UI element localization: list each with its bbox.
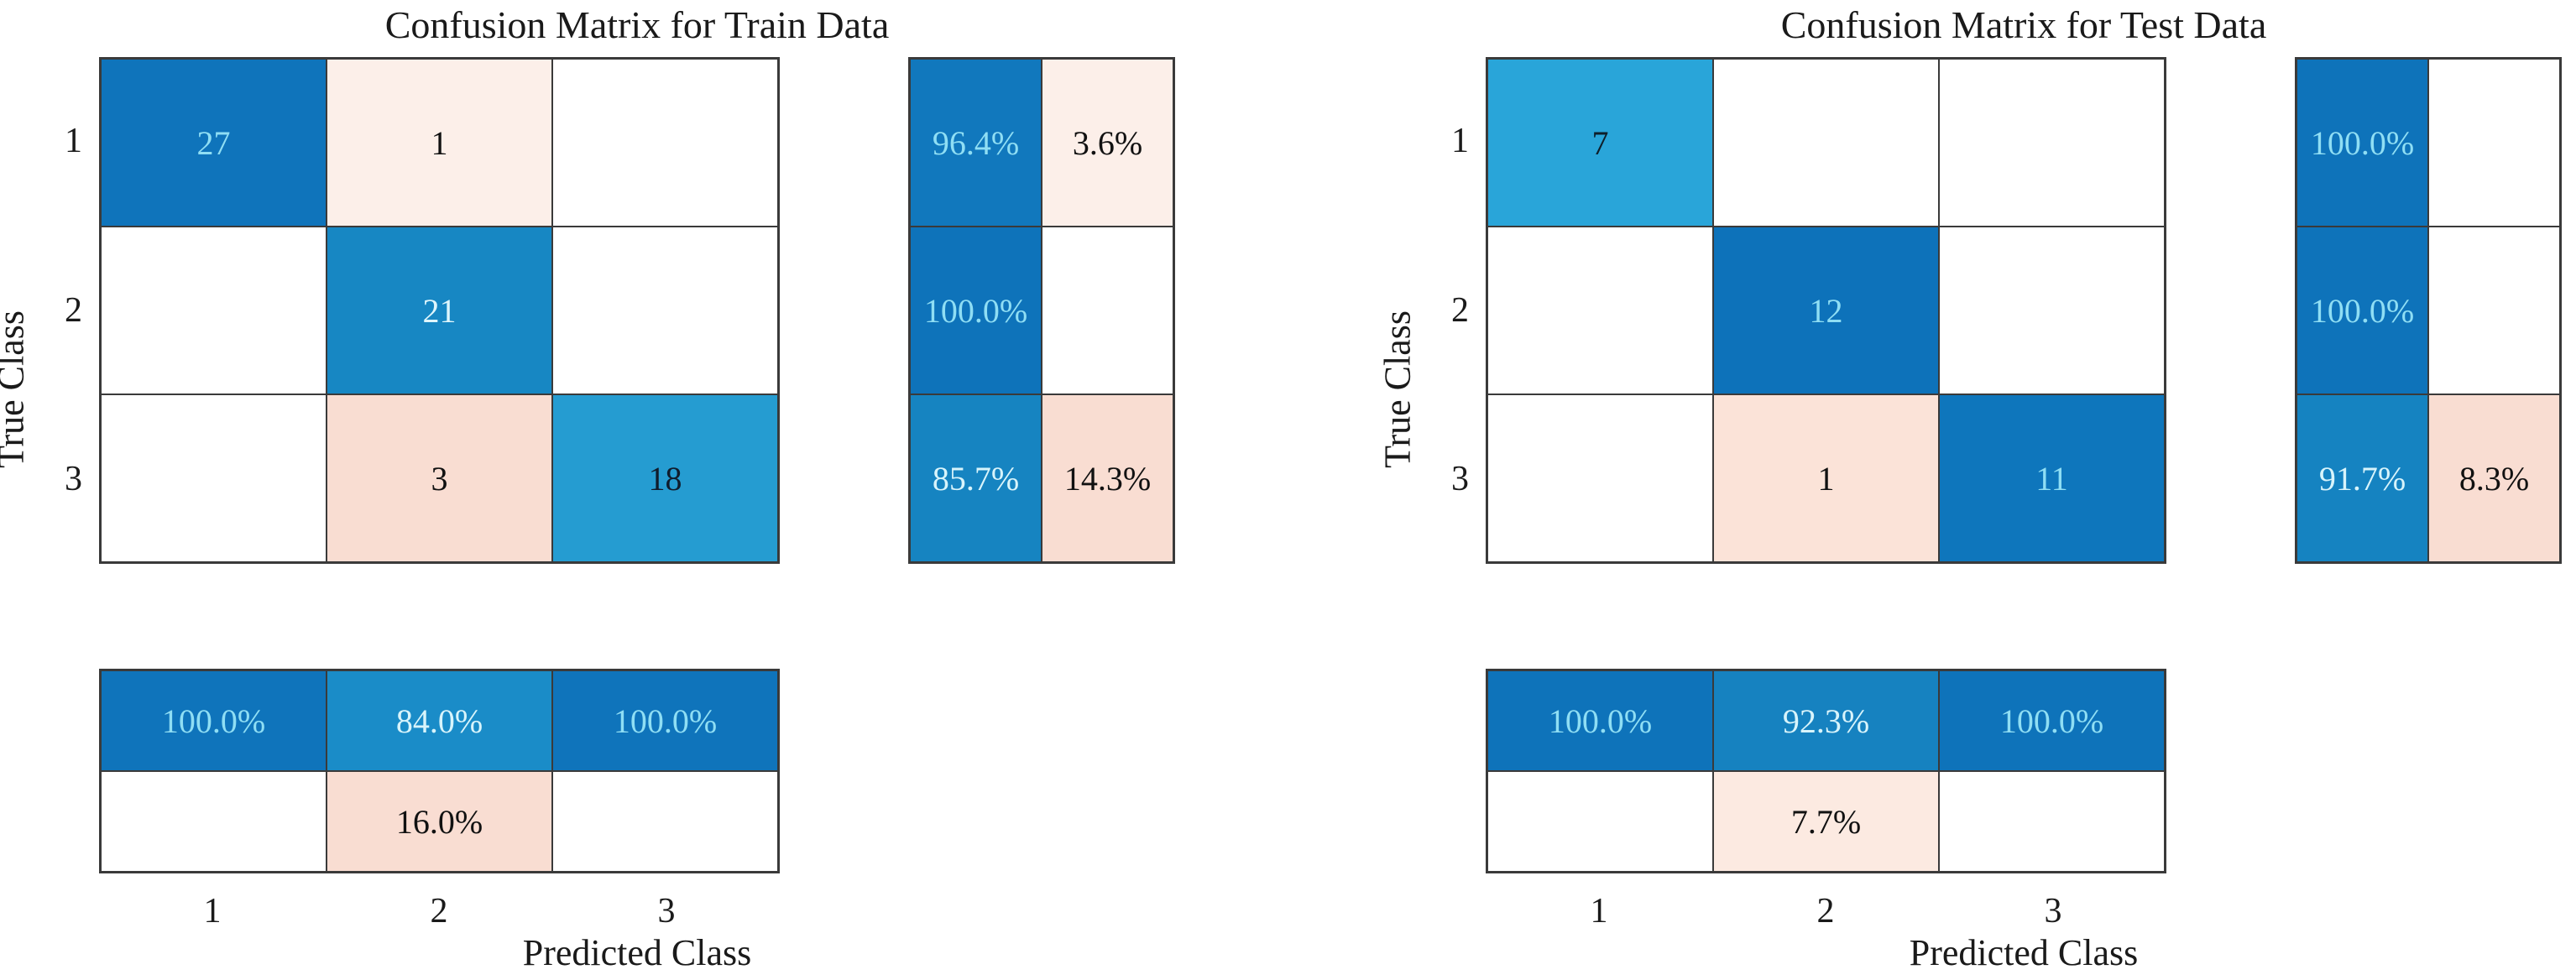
summary-cell: 100.0% [101, 670, 327, 771]
confusion-matrix-grid: 7 12 1 11 [1486, 57, 2166, 564]
y-axis-label-text: True Class [1377, 310, 1418, 468]
matrix-cell [1487, 394, 1713, 562]
matrix-cell: 18 [552, 394, 778, 562]
matrix-cell: 11 [1939, 394, 2165, 562]
row-normalized-summary-grid: 100.0% 100.0% 91.7% 8.3% [2295, 57, 2562, 564]
summary-cell: 16.0% [327, 771, 552, 872]
y-axis-tick-label: 1 [65, 122, 82, 160]
confusion-matrix-test-chart: Confusion Matrix for Test Data 1 2 3 Tru… [1377, 0, 2576, 980]
summary-cell [2428, 227, 2560, 394]
summary-cell: 14.3% [1042, 394, 1173, 562]
x-axis-tick-label: 3 [2044, 892, 2062, 930]
y-axis-tick-label: 1 [1451, 122, 1469, 160]
summary-cell: 3.6% [1042, 59, 1173, 227]
x-axis-tick-label: 2 [430, 892, 448, 930]
summary-cell: 96.4% [910, 59, 1042, 227]
summary-cell: 100.0% [910, 227, 1042, 394]
matrix-cell: 1 [1713, 394, 1939, 562]
matrix-cell [1939, 227, 2165, 394]
column-normalized-summary-grid: 100.0% 92.3% 100.0% 7.7% [1486, 669, 2166, 873]
y-axis-label-text: True Class [0, 310, 31, 468]
matrix-cell: 12 [1713, 227, 1939, 394]
x-axis-label: Predicted Class [1909, 932, 2139, 973]
summary-cell: 8.3% [2428, 394, 2560, 562]
matrix-cell [101, 394, 327, 562]
summary-cell [1042, 227, 1173, 394]
matrix-cell [101, 227, 327, 394]
y-axis-tick-label: 2 [1451, 291, 1469, 330]
matrix-cell: 21 [327, 227, 552, 394]
summary-cell [552, 771, 778, 872]
y-axis-tick-label: 2 [65, 291, 82, 330]
x-axis-tick-label: 2 [1816, 892, 1835, 930]
confusion-matrix-train-chart: Confusion Matrix for Train Data 1 2 3 Tr… [0, 3, 1175, 973]
summary-cell [2428, 59, 2560, 227]
matrix-cell: 1 [327, 59, 552, 227]
summary-cell: 100.0% [2296, 59, 2428, 227]
matrix-cell: 3 [327, 394, 552, 562]
summary-cell: 92.3% [1713, 670, 1939, 771]
matrix-cell [1487, 227, 1713, 394]
matrix-cell: 27 [101, 59, 327, 227]
summary-cell: 100.0% [1939, 670, 2165, 771]
y-axis-tick-label: 3 [65, 460, 82, 498]
matrix-cell [1939, 59, 2165, 227]
confusion-matrix-grid: 27 1 21 3 18 [99, 57, 780, 564]
matrix-cell [1713, 59, 1939, 227]
x-axis-label: Predicted Class [522, 932, 752, 973]
column-normalized-summary-grid: 100.0% 84.0% 100.0% 16.0% [99, 669, 780, 873]
matrix-cell: 7 [1487, 59, 1713, 227]
matrix-cell [552, 59, 778, 227]
matrix-cell [552, 227, 778, 394]
summary-cell [1939, 771, 2165, 872]
chart-title: Confusion Matrix for Test Data [1780, 3, 2267, 46]
y-axis-tick-label: 3 [1451, 460, 1469, 498]
summary-cell: 7.7% [1713, 771, 1939, 872]
summary-cell: 100.0% [552, 670, 778, 771]
summary-cell [1487, 771, 1713, 872]
summary-cell: 100.0% [2296, 227, 2428, 394]
summary-cell: 91.7% [2296, 394, 2428, 562]
row-normalized-summary-grid: 96.4% 3.6% 100.0% 85.7% 14.3% [908, 57, 1175, 564]
x-axis-tick-label: 3 [657, 892, 676, 930]
x-axis-tick-label: 1 [203, 892, 222, 930]
chart-title: Confusion Matrix for Train Data [384, 3, 890, 46]
summary-cell: 85.7% [910, 394, 1042, 562]
x-axis-tick-label: 1 [1590, 892, 1608, 930]
summary-cell: 100.0% [1487, 670, 1713, 771]
summary-cell [101, 771, 327, 872]
summary-cell: 84.0% [327, 670, 552, 771]
